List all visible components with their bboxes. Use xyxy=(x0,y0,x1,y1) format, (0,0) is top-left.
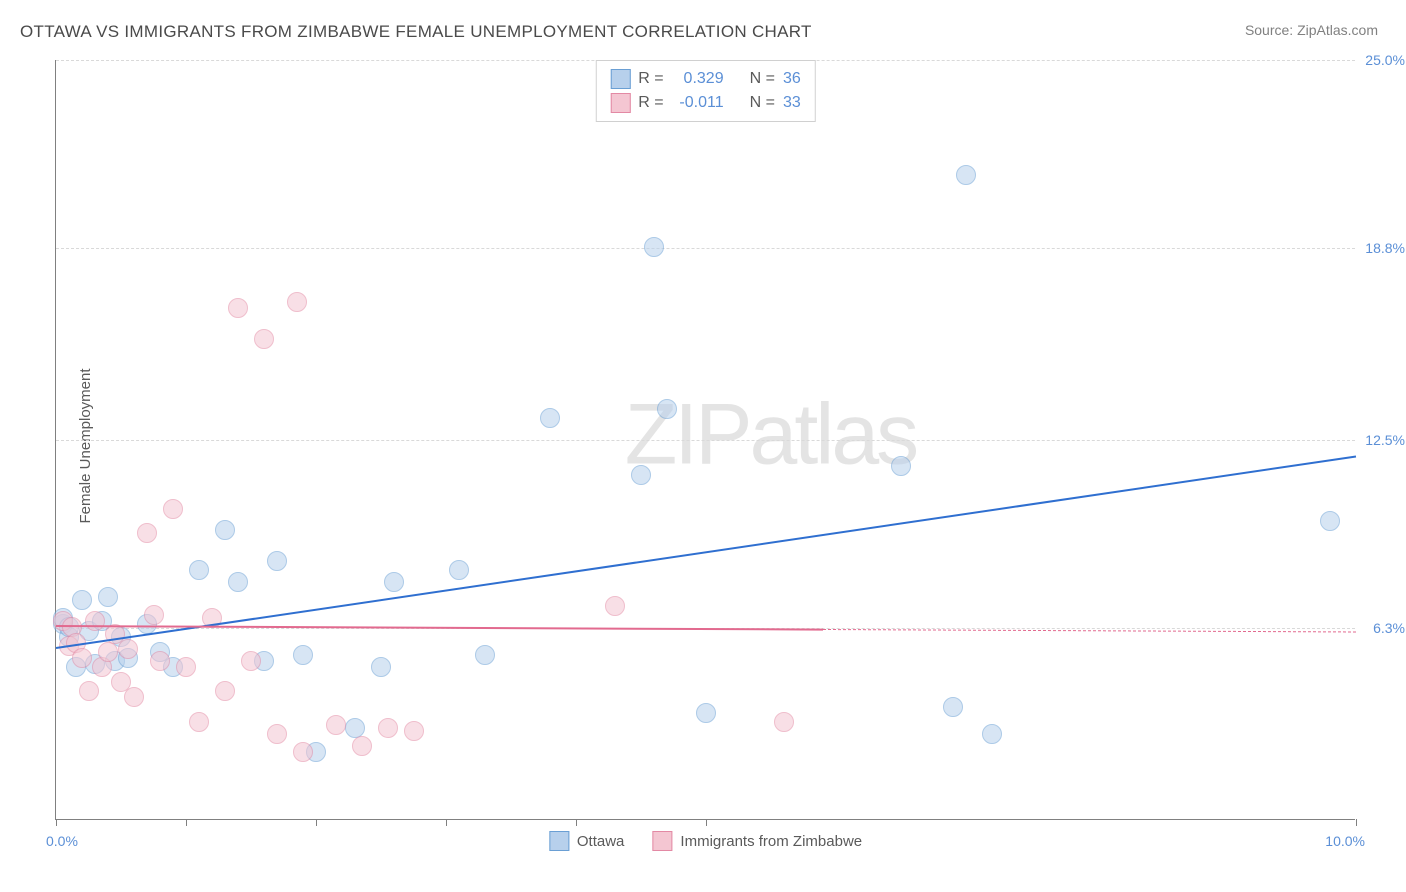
y-tick-label: 6.3% xyxy=(1360,620,1405,636)
scatter-plot: ZIPatlas R = 0.329 N = 36 R = -0.011 N =… xyxy=(55,60,1355,820)
data-point xyxy=(228,572,248,592)
data-point xyxy=(118,639,138,659)
x-tick xyxy=(446,819,447,826)
data-point xyxy=(163,499,183,519)
data-point xyxy=(449,560,469,580)
n-label: N = xyxy=(750,67,775,91)
data-point xyxy=(696,703,716,723)
legend-zim: Immigrants from Zimbabwe xyxy=(652,831,862,851)
legend-swatch-zim xyxy=(652,831,672,851)
data-point xyxy=(943,697,963,717)
data-point xyxy=(657,399,677,419)
data-point xyxy=(150,651,170,671)
data-point xyxy=(189,712,209,732)
data-point xyxy=(72,590,92,610)
data-point xyxy=(644,237,664,257)
n-label: N = xyxy=(750,91,775,115)
data-point xyxy=(98,587,118,607)
x-tick xyxy=(56,819,57,826)
data-point xyxy=(404,721,424,741)
data-point xyxy=(124,687,144,707)
legend-swatch-ottawa xyxy=(549,831,569,851)
n-value-zim: 33 xyxy=(783,91,801,115)
data-point xyxy=(982,724,1002,744)
data-point xyxy=(85,611,105,631)
x-tick xyxy=(706,819,707,826)
r-value-ottawa: 0.329 xyxy=(672,67,724,91)
trend-line xyxy=(823,629,1356,632)
data-point xyxy=(287,292,307,312)
x-axis-start: 0.0% xyxy=(46,833,78,849)
y-tick-label: 25.0% xyxy=(1360,52,1405,68)
swatch-ottawa xyxy=(610,69,630,89)
legend-label-ottawa: Ottawa xyxy=(577,833,625,850)
legend-label-zim: Immigrants from Zimbabwe xyxy=(680,833,862,850)
x-tick xyxy=(1356,819,1357,826)
data-point xyxy=(540,408,560,428)
gridline xyxy=(56,248,1355,249)
data-point xyxy=(241,651,261,671)
legend: Ottawa Immigrants from Zimbabwe xyxy=(549,831,862,851)
source-label: Source: ZipAtlas.com xyxy=(1245,22,1378,38)
x-tick xyxy=(186,819,187,826)
data-point xyxy=(326,715,346,735)
data-point xyxy=(956,165,976,185)
data-point xyxy=(176,657,196,677)
data-point xyxy=(293,742,313,762)
legend-ottawa: Ottawa xyxy=(549,831,625,851)
data-point xyxy=(352,736,372,756)
data-point xyxy=(228,298,248,318)
data-point xyxy=(384,572,404,592)
data-point xyxy=(891,456,911,476)
data-point xyxy=(98,642,118,662)
chart-title: OTTAWA VS IMMIGRANTS FROM ZIMBABWE FEMAL… xyxy=(20,22,812,42)
data-point xyxy=(72,648,92,668)
r-value-zim: -0.011 xyxy=(672,91,724,115)
x-axis-end: 10.0% xyxy=(1325,833,1365,849)
data-point xyxy=(475,645,495,665)
trend-line xyxy=(56,455,1356,648)
data-point xyxy=(79,681,99,701)
data-point xyxy=(189,560,209,580)
correlation-row-ottawa: R = 0.329 N = 36 xyxy=(610,67,800,91)
data-point xyxy=(378,718,398,738)
data-point xyxy=(267,724,287,744)
data-point xyxy=(774,712,794,732)
correlation-box: R = 0.329 N = 36 R = -0.011 N = 33 xyxy=(595,60,815,122)
data-point xyxy=(293,645,313,665)
x-tick xyxy=(576,819,577,826)
n-value-ottawa: 36 xyxy=(783,67,801,91)
y-tick-label: 18.8% xyxy=(1360,240,1405,256)
gridline xyxy=(56,440,1355,441)
correlation-row-zim: R = -0.011 N = 33 xyxy=(610,91,800,115)
data-point xyxy=(254,329,274,349)
data-point xyxy=(371,657,391,677)
data-point xyxy=(144,605,164,625)
data-point xyxy=(631,465,651,485)
data-point xyxy=(215,681,235,701)
data-point xyxy=(605,596,625,616)
data-point xyxy=(215,520,235,540)
data-point xyxy=(345,718,365,738)
swatch-zim xyxy=(610,93,630,113)
r-label: R = xyxy=(638,91,663,115)
data-point xyxy=(267,551,287,571)
data-point xyxy=(137,523,157,543)
r-label: R = xyxy=(638,67,663,91)
y-tick-label: 12.5% xyxy=(1360,432,1405,448)
x-tick xyxy=(316,819,317,826)
data-point xyxy=(1320,511,1340,531)
